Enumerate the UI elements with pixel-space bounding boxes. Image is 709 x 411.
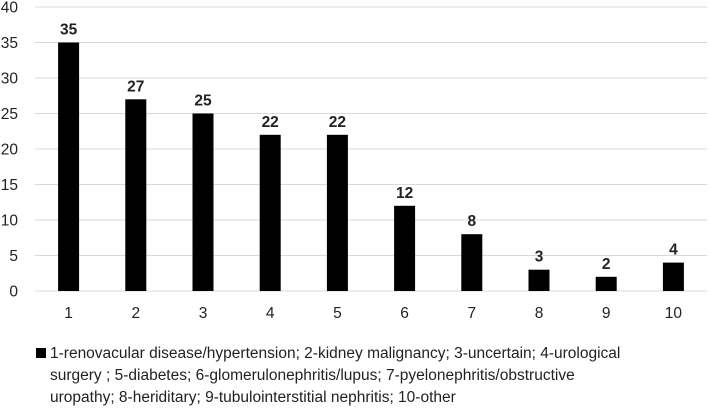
bar: [192, 113, 214, 291]
x-tick-label: 1: [64, 305, 73, 322]
y-tick-label: 10: [1, 213, 19, 230]
data-label: 8: [467, 213, 476, 230]
bar: [259, 134, 281, 291]
y-tick-label: 0: [9, 284, 18, 301]
bar: [326, 134, 348, 291]
x-tick-label: 8: [535, 305, 544, 322]
y-axis-tick-labels: 0 5 10 15 20 25 30 35 40: [1, 0, 19, 301]
bar: [595, 276, 617, 291]
bar: [461, 234, 483, 291]
bar: [528, 269, 550, 291]
x-tick-label: 4: [266, 305, 275, 322]
data-label: 22: [262, 114, 279, 131]
legend-line-3: uropathy; 8-heriditary; 9-tubulointersti…: [36, 387, 701, 409]
x-axis-tick-labels: 1 2 3 4 5 6 7 8 9 10: [64, 305, 682, 322]
legend-line-1: 1-renovacular disease/hypertension; 2-ki…: [36, 343, 701, 365]
legend-swatch: [36, 348, 46, 358]
data-label: 4: [669, 242, 678, 259]
bar: [125, 99, 147, 291]
legend-text-1: 1-renovacular disease/hypertension; 2-ki…: [50, 345, 621, 362]
x-tick-label: 6: [400, 305, 409, 322]
bar: [58, 42, 80, 291]
legend: 1-renovacular disease/hypertension; 2-ki…: [36, 343, 701, 409]
x-tick-label: 10: [665, 305, 683, 322]
legend-text-2: surgery ; 5-diabetes; 6-glomerulonephrit…: [50, 367, 575, 384]
data-label: 22: [329, 114, 346, 131]
x-tick-label: 5: [333, 305, 342, 322]
bar: [394, 205, 416, 291]
x-tick-label: 9: [602, 305, 611, 322]
data-label: 12: [396, 185, 413, 202]
y-tick-label: 35: [1, 35, 18, 52]
data-label: 25: [194, 93, 212, 110]
data-labels: 35 27 25 22 22 12 8 3 2 4: [60, 22, 678, 273]
y-tick-label: 20: [1, 142, 19, 159]
x-tick-label: 7: [467, 305, 476, 322]
y-tick-label: 5: [9, 248, 18, 265]
data-label: 3: [535, 249, 544, 266]
data-label: 35: [60, 22, 78, 39]
x-tick-label: 2: [131, 305, 140, 322]
y-tick-label: 15: [1, 177, 18, 194]
x-tick-label: 3: [199, 305, 208, 322]
y-tick-label: 25: [1, 106, 18, 123]
y-tick-label: 30: [1, 71, 19, 88]
legend-text-3: uropathy; 8-heriditary; 9-tubulointersti…: [50, 389, 456, 406]
gridlines: [35, 6, 707, 292]
legend-line-2: surgery ; 5-diabetes; 6-glomerulonephrit…: [36, 365, 701, 387]
bar: [662, 262, 684, 291]
data-label: 27: [127, 78, 144, 95]
bars: [58, 42, 684, 291]
data-label: 2: [602, 256, 611, 273]
y-tick-label: 40: [1, 0, 19, 17]
